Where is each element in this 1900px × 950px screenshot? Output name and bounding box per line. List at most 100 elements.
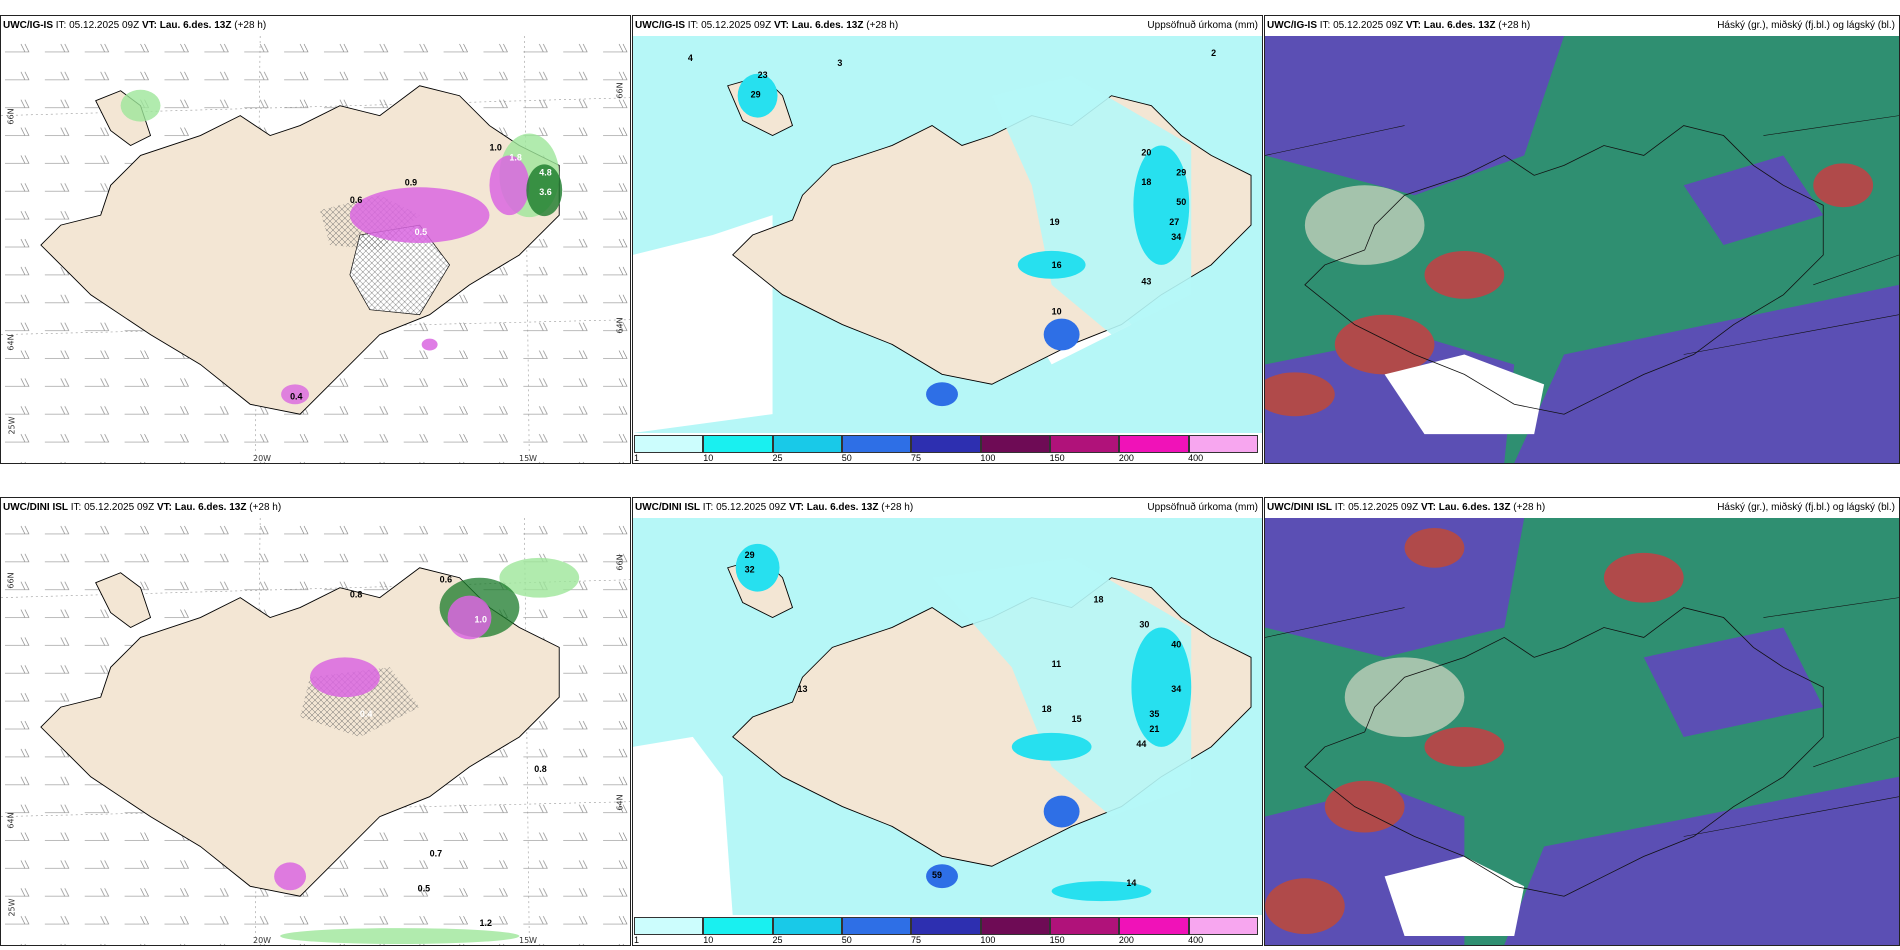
snow-label-6: 3.6 xyxy=(539,187,551,197)
valid-label: VT: xyxy=(156,502,172,513)
model-name: UWC/IG-IS xyxy=(3,20,53,31)
legend-label: 100 xyxy=(980,935,996,945)
snow-label-1: 0.6 xyxy=(350,195,362,205)
init-label: IT: xyxy=(1334,502,1346,513)
precip-label-8: 18 xyxy=(1141,177,1151,187)
legend-swatch xyxy=(1119,435,1189,453)
snow-label-3: 1.0 xyxy=(474,615,486,625)
precip-label-14: 14 xyxy=(1126,878,1136,888)
valid-label: VT: xyxy=(1405,20,1421,31)
panel-header: UWC/IG-IS IT: 05.12.2025 09Z VT: Lau. 6.… xyxy=(3,20,266,31)
lon-label-20w: 20W xyxy=(253,454,272,463)
cloud-panel-top: UWC/IG-IS IT: 05.12.2025 09Z VT: Lau. 6.… xyxy=(1264,15,1900,464)
valid-label: VT: xyxy=(773,20,789,31)
snow-label-5: 0.5 xyxy=(418,883,430,893)
legend-label: 75 xyxy=(911,935,922,945)
init-label: IT: xyxy=(687,20,699,31)
precip-label-1: 4 xyxy=(688,53,693,63)
model-name: UWC/DINI ISL xyxy=(3,502,68,513)
valid-time: Lau. 6.des. 13Z xyxy=(174,502,247,513)
legend-label: 75 xyxy=(911,453,922,463)
precip-map[interactable]: 4 3 2 23 29 16 19 18 27 34 43 29 50 20 1… xyxy=(633,36,1262,433)
precip-label-9: 27 xyxy=(1169,217,1179,227)
snow-label-6: 0.4 xyxy=(360,709,372,719)
snow-map[interactable]: 0.6 0.8 1.0 0.7 0.5 0.4 1.2 0.8 xyxy=(1,518,630,945)
legend-swatch xyxy=(634,917,704,935)
legend-label: 1 xyxy=(634,935,640,945)
lon-label-15w: 15W xyxy=(519,936,538,945)
legend-label: 1 xyxy=(634,453,640,463)
legend-label: 25 xyxy=(772,453,783,463)
precip-label-9: 35 xyxy=(1149,709,1159,719)
lead-time: (+28 h) xyxy=(1498,20,1531,31)
lead-time: (+28 h) xyxy=(866,20,899,31)
precip-label-7: 34 xyxy=(1171,684,1181,694)
init-time: 05.12.2025 09Z xyxy=(1348,502,1419,513)
legend-label: 150 xyxy=(1049,453,1065,463)
legend-label: 10 xyxy=(703,453,714,463)
lat-label-64n: 64N xyxy=(6,334,16,351)
snow-label-1: 0.6 xyxy=(440,575,452,585)
precip-label-11: 43 xyxy=(1141,277,1151,287)
precip-label-12: 18 xyxy=(1042,704,1052,714)
legend-labels-top: 1 10 25 50 75 100 150 200 400 xyxy=(634,453,1258,463)
precip-label-14: 20 xyxy=(1141,147,1151,157)
lon-label-25w: 25W xyxy=(7,416,17,435)
model-name: UWC/IG-IS xyxy=(635,20,685,31)
legend-labels-bottom: 1 10 25 50 75 100 150 200 400 xyxy=(634,935,1258,945)
legend-swatch xyxy=(1049,435,1120,453)
snow-label-4: 0.7 xyxy=(430,848,442,858)
precip-label-7: 19 xyxy=(1050,217,1060,227)
valid-time: Lau. 6.des. 13Z xyxy=(1423,20,1496,31)
precip-label-2: 32 xyxy=(745,565,755,575)
panel-header: UWC/DINI ISL IT: 05.12.2025 09Z VT: Lau.… xyxy=(635,502,913,513)
precip-label-1: 29 xyxy=(745,550,755,560)
legend-swatch xyxy=(772,435,842,453)
legend-label: 100 xyxy=(980,453,996,463)
lead-time: (+28 h) xyxy=(249,502,282,513)
panel-header: UWC/DINI ISL IT: 05.12.2025 09Z VT: Lau.… xyxy=(1267,502,1545,513)
snow-wind-panel-bottom: UWC/DINI ISL IT: 05.12.2025 09Z VT: Lau.… xyxy=(0,497,631,946)
snow-label-2: 0.9 xyxy=(405,177,417,187)
cloud-map[interactable] xyxy=(1265,36,1899,463)
precip-title: Uppsöfnuð úrkoma (mm) xyxy=(1147,502,1258,513)
precip-label-6: 40 xyxy=(1171,639,1181,649)
legend-label: 10 xyxy=(703,935,714,945)
precip-legend-bottom xyxy=(634,917,1258,935)
lat-label-64n-right: 64N xyxy=(615,794,625,811)
precip-label-3: 2 xyxy=(1211,48,1216,58)
lon-label-15w: 15W xyxy=(519,454,538,463)
legend-label: 200 xyxy=(1118,453,1134,463)
legend-swatch xyxy=(1049,917,1120,935)
valid-time: Lau. 6.des. 13Z xyxy=(791,20,864,31)
legend-swatch xyxy=(703,917,773,935)
cloud-title: Háský (gr.), miðský (fj.bl.) og lágský (… xyxy=(1717,502,1895,513)
init-time: 05.12.2025 09Z xyxy=(716,502,787,513)
legend-swatch xyxy=(911,435,981,453)
legend-label: 50 xyxy=(841,935,852,945)
legend-label: 25 xyxy=(772,935,783,945)
snow-label-5: 4.8 xyxy=(539,167,551,177)
valid-label: VT: xyxy=(1420,502,1436,513)
cloud-title: Háský (gr.), miðský (fj.bl.) og lágský (… xyxy=(1717,20,1895,31)
precip-map[interactable]: 29 32 13 18 30 40 34 44 35 21 15 18 11 1… xyxy=(633,518,1262,915)
precip-title: Uppsöfnuð úrkoma (mm) xyxy=(1147,20,1258,31)
panel-header: UWC/DINI ISL IT: 05.12.2025 09Z VT: Lau.… xyxy=(3,502,281,513)
cloud-panel-bottom: UWC/DINI ISL IT: 05.12.2025 09Z VT: Lau.… xyxy=(1264,497,1900,946)
precip-label-10: 34 xyxy=(1171,232,1181,242)
cloud-map[interactable] xyxy=(1265,518,1899,945)
legend-label: 50 xyxy=(841,453,852,463)
legend-swatch xyxy=(1188,435,1258,453)
init-time: 05.12.2025 09Z xyxy=(84,502,155,513)
legend-swatch xyxy=(1188,917,1258,935)
snow-map[interactable]: 0.6 0.9 1.0 1.8 4.8 3.6 0.5 0.4 xyxy=(1,36,630,463)
lat-label-64n: 64N xyxy=(6,812,16,829)
legend-label: 400 xyxy=(1188,935,1204,945)
legend-label: 200 xyxy=(1118,935,1134,945)
snow-wind-panel-top: UWC/IG-IS IT: 05.12.2025 09Z VT: Lau. 6.… xyxy=(0,15,631,464)
legend-swatch xyxy=(634,435,704,453)
snow-label-3: 1.0 xyxy=(489,142,501,152)
precip-label-15: 59 xyxy=(932,870,942,880)
precip-panel-top: UWC/IG-IS IT: 05.12.2025 09Z VT: Lau. 6.… xyxy=(632,15,1263,464)
init-time: 05.12.2025 09Z xyxy=(69,20,140,31)
